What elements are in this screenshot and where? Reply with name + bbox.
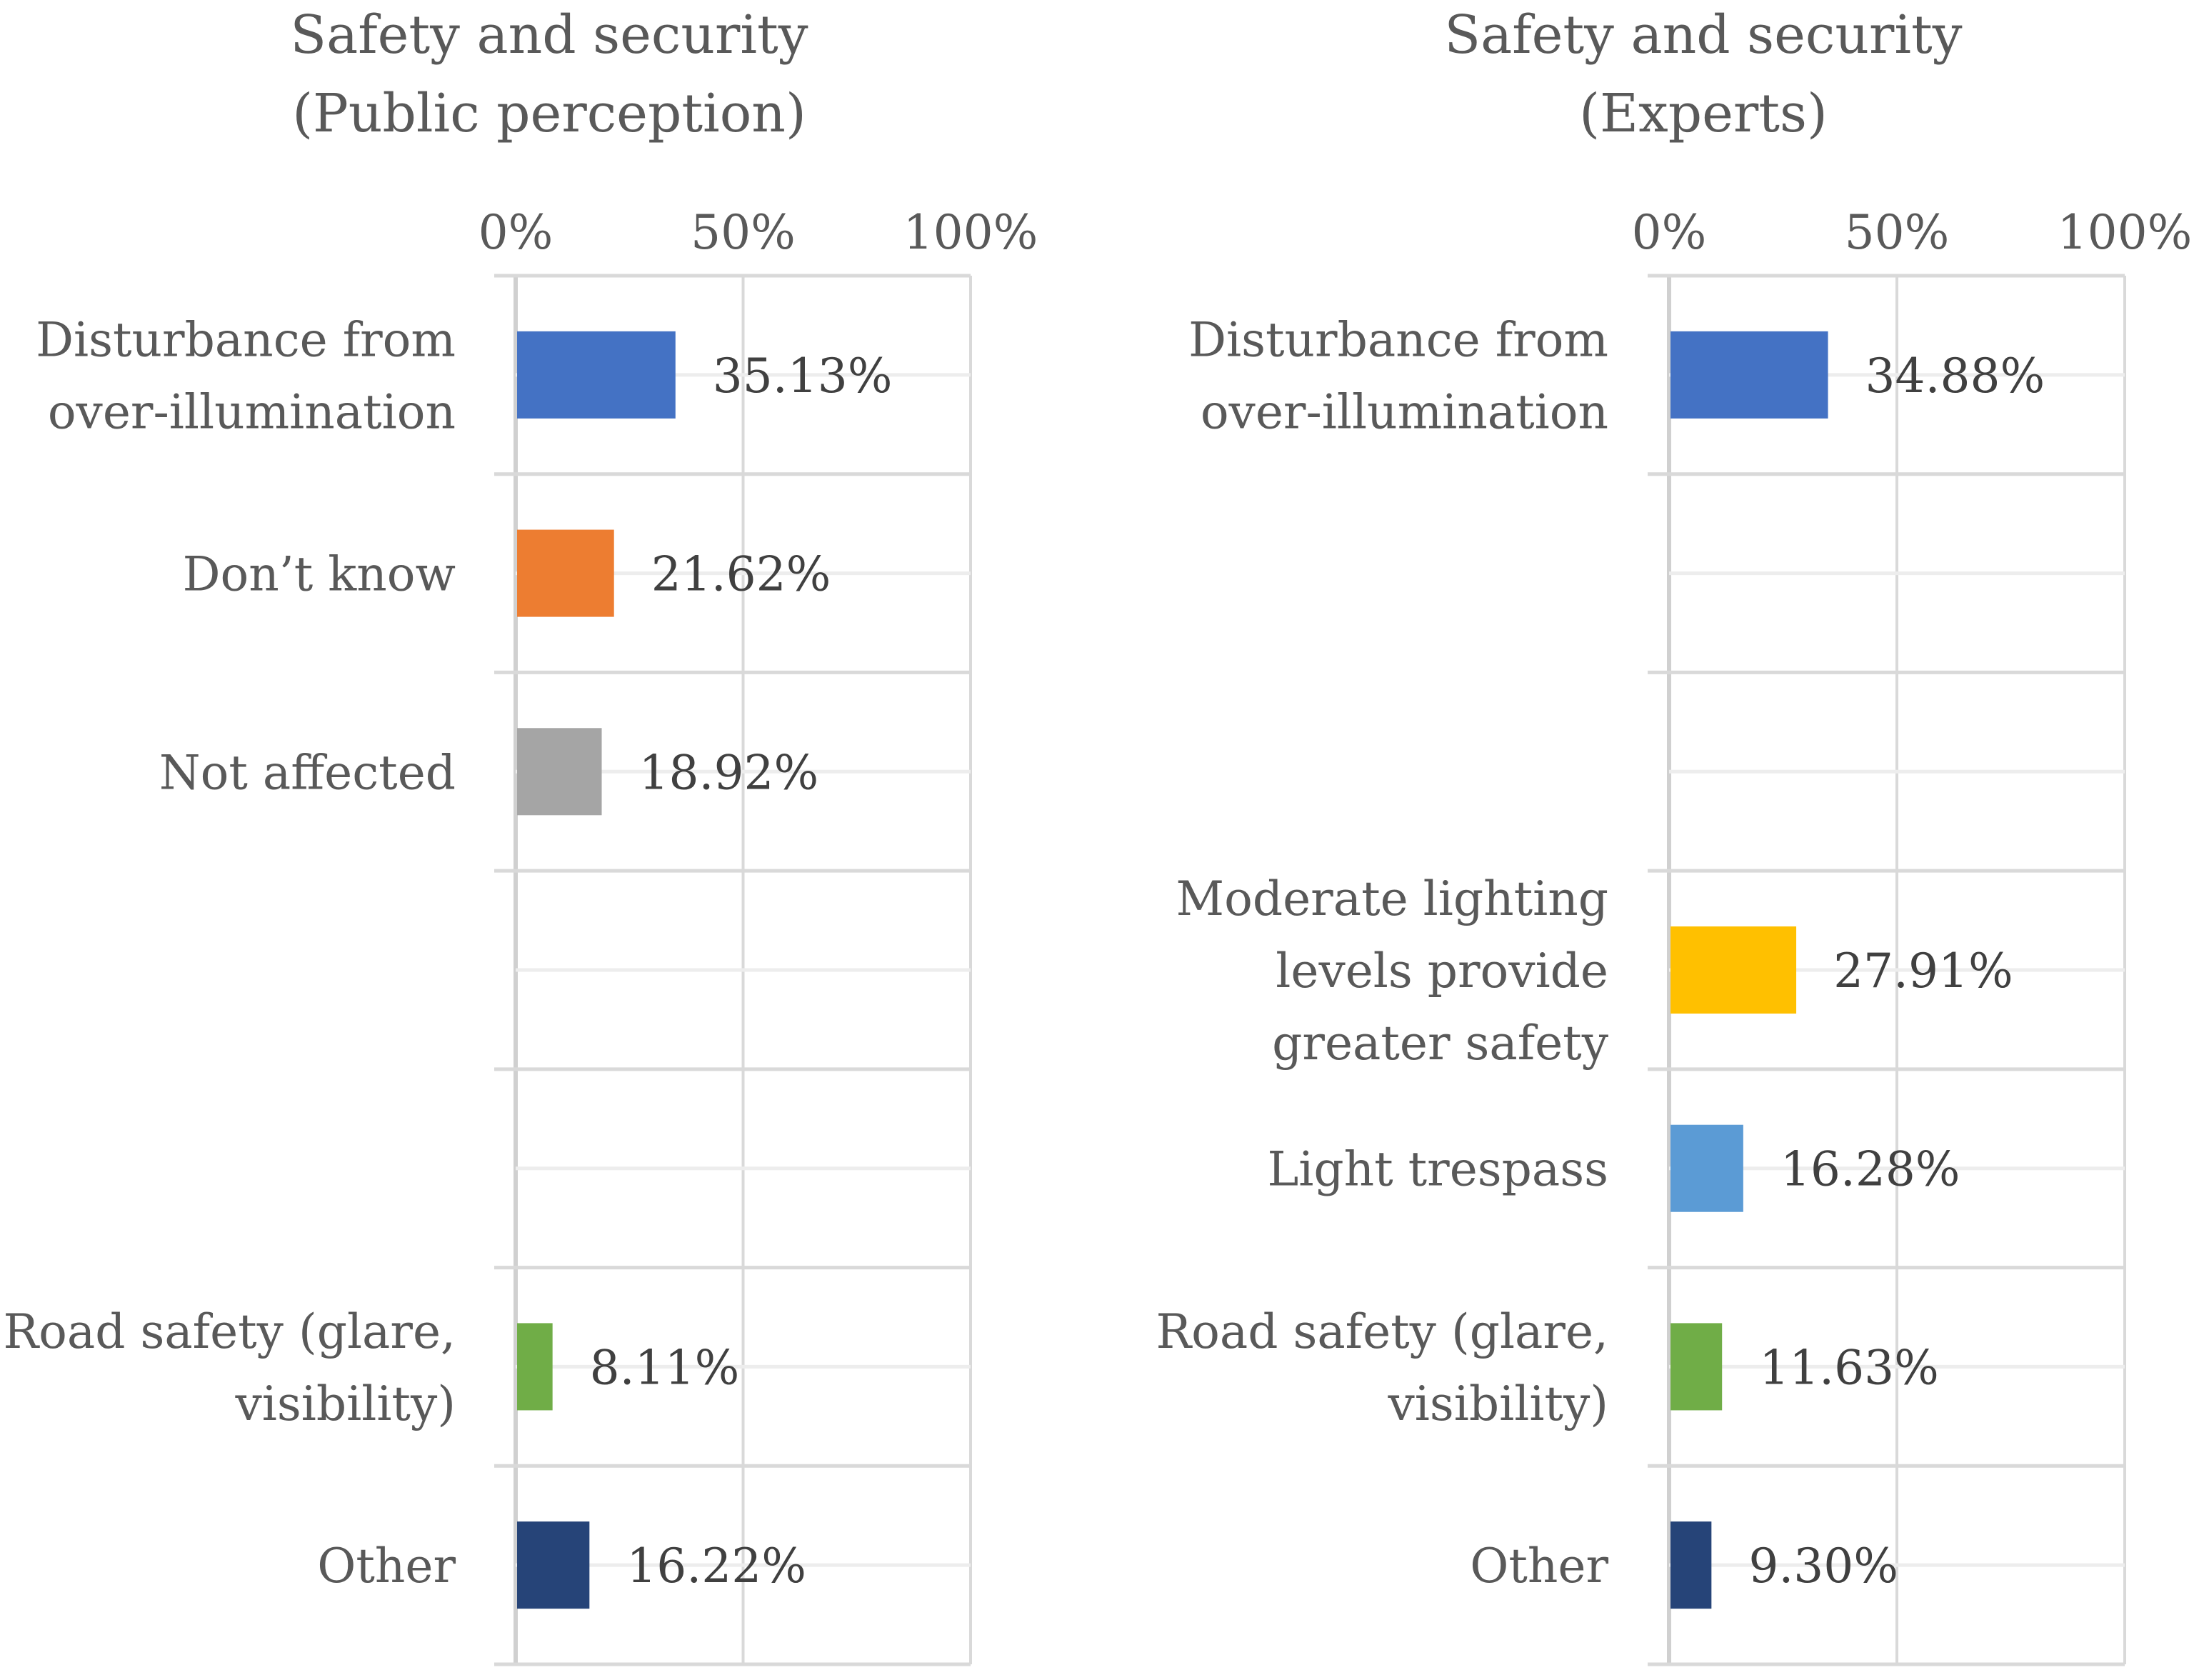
chart-title: Safety and security (Experts) <box>1444 4 1962 144</box>
chart-experts: Safety and security (Experts) 0% 50% 100% 34.… <box>1156 4 2193 1666</box>
data-label: 16.22% <box>626 1539 806 1594</box>
category-label: Disturbance from over-illumination <box>36 312 456 439</box>
bar <box>517 1521 590 1609</box>
category-label: Road safety (glare, visibility) <box>1156 1304 1608 1431</box>
data-label: 16.28% <box>1780 1142 1960 1197</box>
data-label: 21.62% <box>651 547 831 602</box>
x-tick-label: 50% <box>691 205 796 260</box>
x-tick-label: 50% <box>1845 205 1950 260</box>
bar <box>517 331 676 419</box>
bar <box>1670 1323 1723 1411</box>
category-label: Not affected <box>159 745 456 800</box>
bar <box>517 728 602 816</box>
chart-title: Safety and security (Public perception) <box>290 4 808 144</box>
data-label: 34.88% <box>1865 349 2045 404</box>
x-tick-label: 100% <box>903 205 1038 260</box>
category-label: Other <box>317 1539 456 1594</box>
category-label: Disturbance from over-illumination <box>1188 312 1608 439</box>
bar <box>517 1323 553 1411</box>
bar <box>1670 1124 1743 1212</box>
x-tick-label: 0% <box>479 205 553 260</box>
x-tick-label: 100% <box>2058 205 2193 260</box>
data-label: 8.11% <box>590 1340 740 1395</box>
category-label: Don’t know <box>183 547 456 602</box>
data-label: 9.30% <box>1748 1539 1898 1594</box>
x-tick-label: 0% <box>1632 205 1707 260</box>
bar <box>1670 926 1797 1014</box>
category-label: Light trespass <box>1267 1142 1608 1197</box>
bar <box>1670 331 1828 419</box>
data-label: 27.91% <box>1833 944 2013 999</box>
category-label: Moderate lighting levels provide greater s… <box>1176 871 1609 1071</box>
category-label: Road safety (glare, visibility) <box>3 1304 456 1431</box>
data-label: 18.92% <box>639 745 819 800</box>
data-label: 11.63% <box>1759 1340 1939 1395</box>
bar <box>517 529 614 617</box>
data-label: 35.13% <box>713 349 893 404</box>
bar <box>1670 1521 1712 1609</box>
chart-public-perception: Safety and security (Public perception) 0%… <box>3 4 1038 1666</box>
category-label: Other <box>1470 1539 1608 1594</box>
